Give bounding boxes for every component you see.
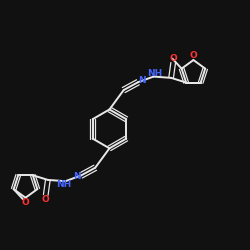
Text: N: N <box>74 172 81 181</box>
Text: O: O <box>190 51 197 60</box>
Text: O: O <box>169 54 177 63</box>
Text: O: O <box>42 194 50 203</box>
Text: NH: NH <box>147 69 162 78</box>
Text: O: O <box>22 198 30 207</box>
Text: N: N <box>138 76 145 86</box>
Text: NH: NH <box>56 180 72 189</box>
